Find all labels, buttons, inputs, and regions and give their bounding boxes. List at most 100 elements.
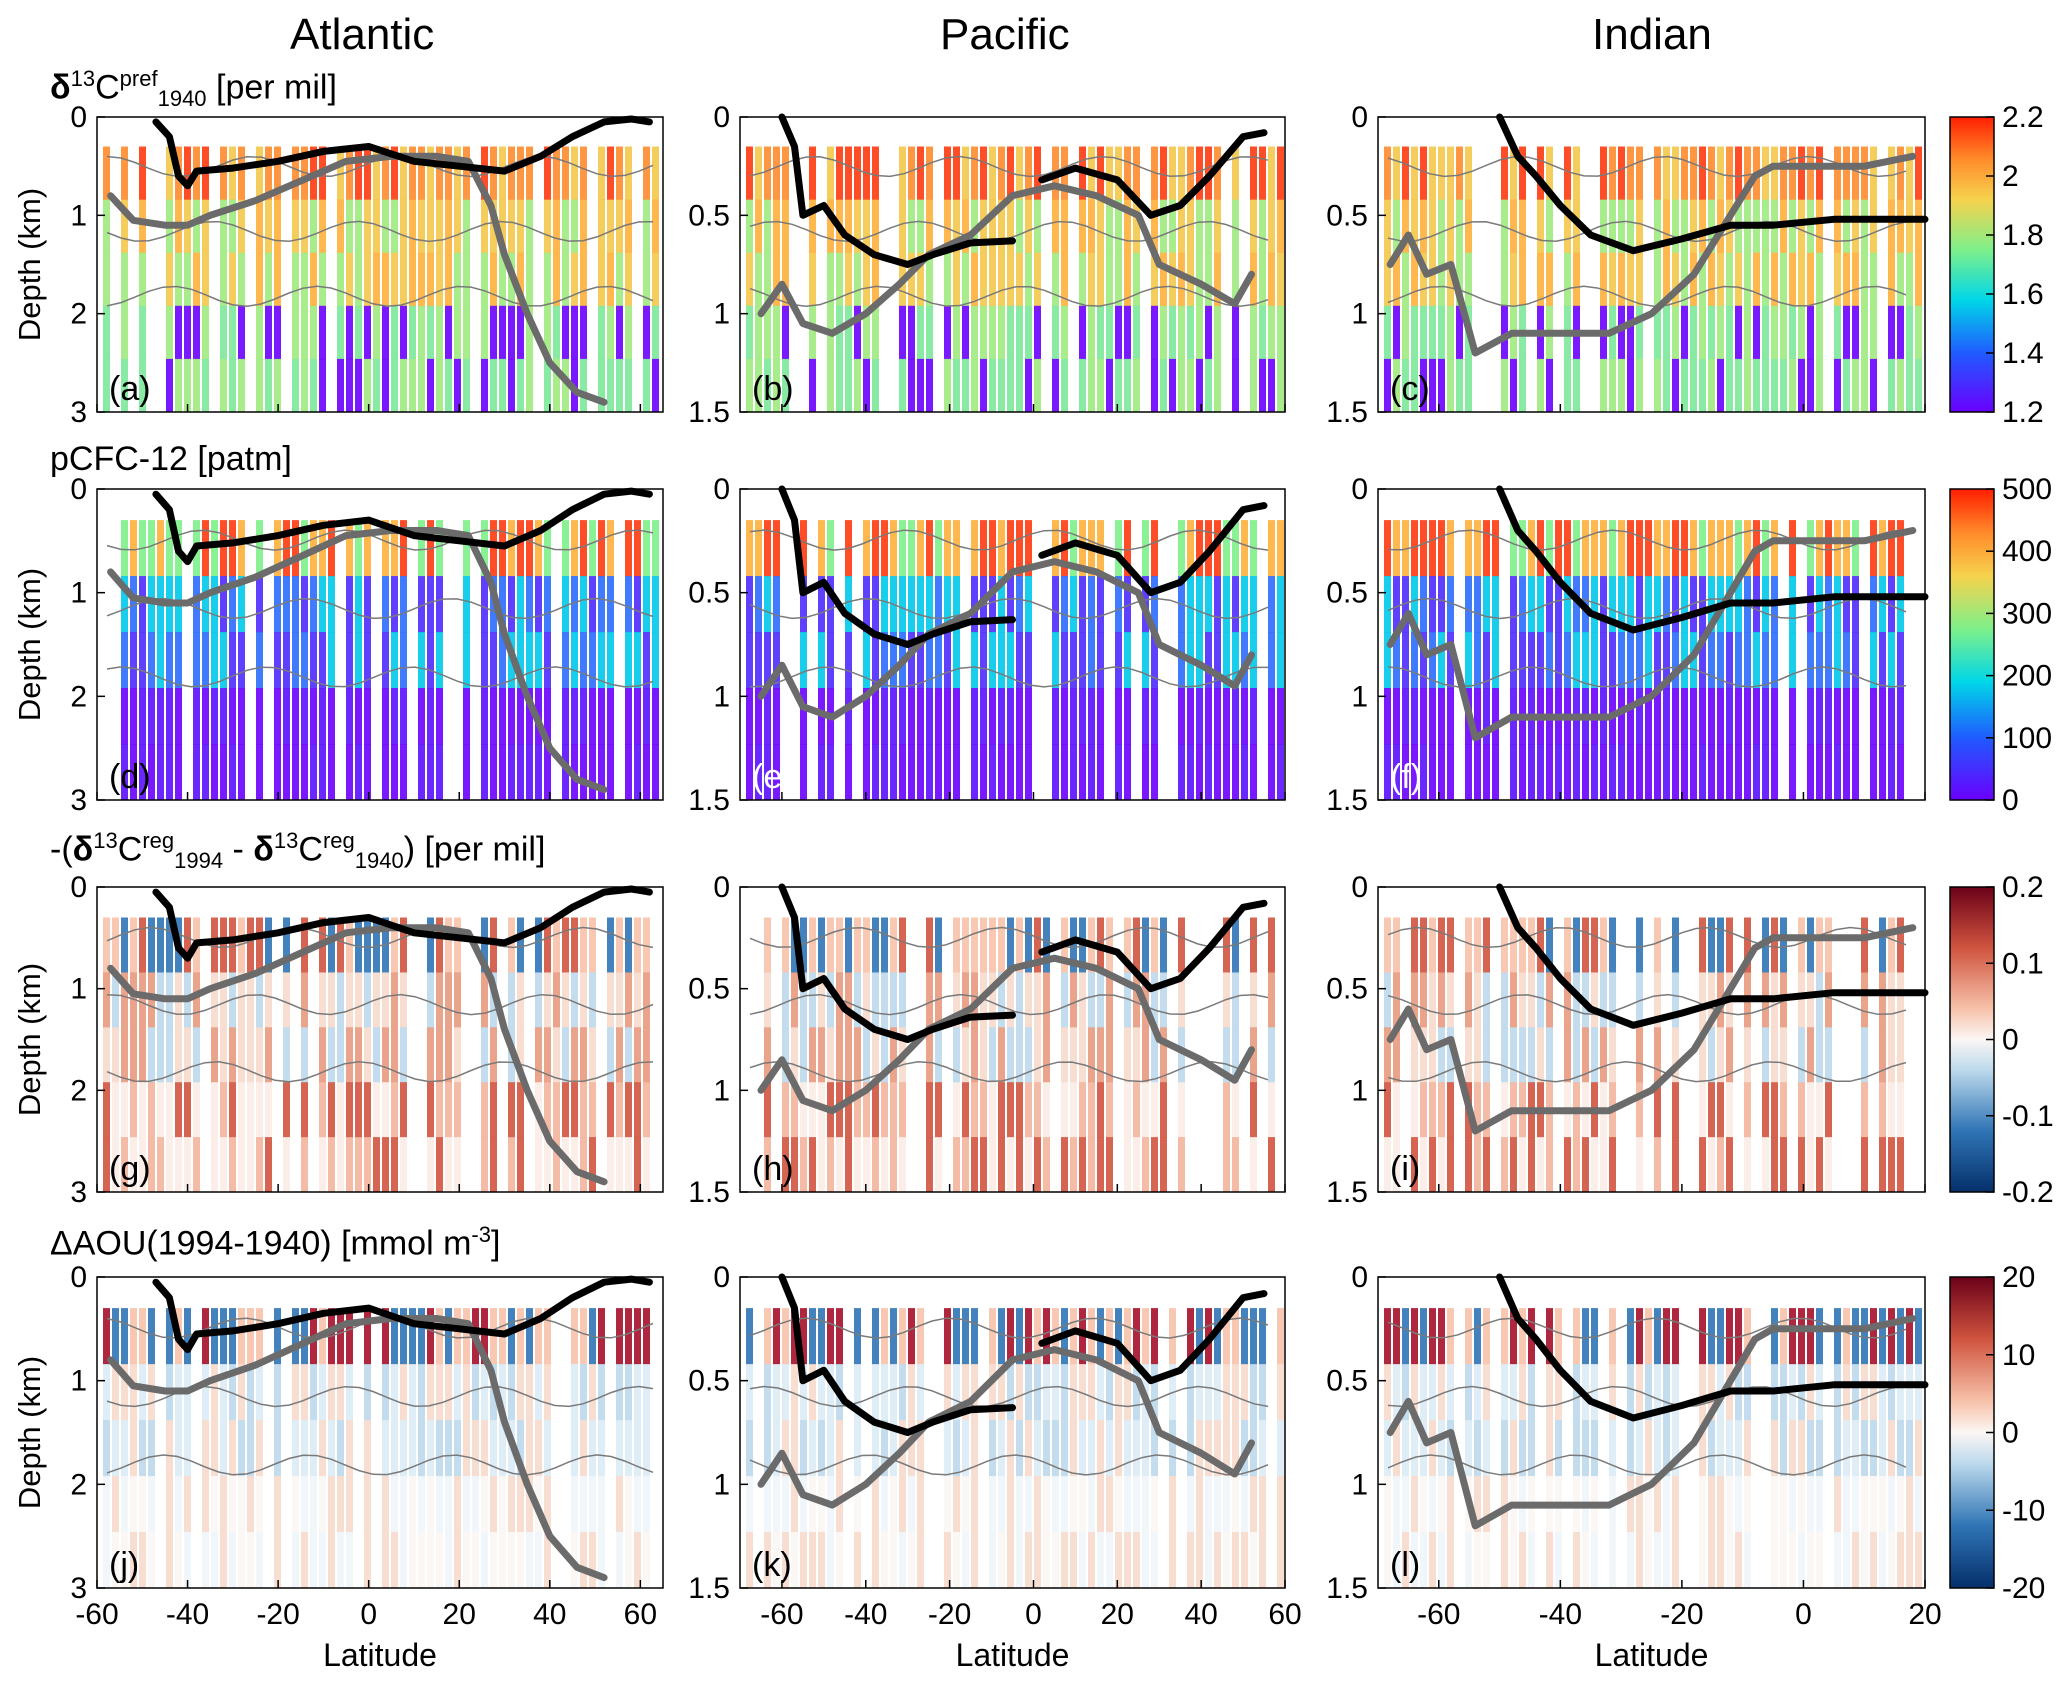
heatmap-cell <box>1187 1476 1194 1533</box>
heatmap-cell <box>1582 917 1589 973</box>
heatmap-cell <box>1510 744 1517 801</box>
heatmap-cell <box>1232 1476 1239 1533</box>
heatmap-cell <box>1879 972 1886 1028</box>
heatmap-cell <box>481 146 488 201</box>
heatmap-cell <box>773 199 780 254</box>
heatmap-cell <box>1897 576 1904 633</box>
heatmap-cell <box>517 252 524 307</box>
heatmap-cell <box>944 688 951 745</box>
heatmap-cell <box>184 1137 191 1193</box>
heatmap-cell <box>1879 688 1886 745</box>
heatmap-cell <box>1142 744 1149 801</box>
heatmap-cell <box>1483 1082 1490 1138</box>
heatmap-cell <box>1160 972 1167 1028</box>
heatmap-cell <box>1735 744 1742 801</box>
heatmap-cell <box>1798 972 1805 1028</box>
heatmap-cell <box>1259 1364 1266 1421</box>
heatmap-cell <box>899 1532 906 1589</box>
heatmap-cell <box>193 688 200 745</box>
heatmap-cell <box>1061 305 1068 360</box>
heatmap-cell <box>1393 1137 1400 1193</box>
heatmap-cell <box>256 1027 263 1083</box>
heatmap-cell <box>1654 252 1661 307</box>
heatmap-cell <box>481 1420 488 1477</box>
heatmap-cell <box>1546 1308 1553 1365</box>
heatmap-cell <box>1259 146 1266 201</box>
heatmap-cell <box>1465 917 1472 973</box>
heatmap-cell <box>1474 576 1481 633</box>
heatmap-cell <box>625 1082 632 1138</box>
heatmap-cell <box>1016 576 1023 633</box>
heatmap-cell <box>1807 520 1814 577</box>
heatmap-cell <box>193 199 200 254</box>
heatmap-cell <box>1061 688 1068 745</box>
heatmap-cell <box>436 199 443 254</box>
heatmap-cell <box>130 1027 137 1083</box>
heatmap-cell <box>1663 688 1670 745</box>
gray-depth-line <box>757 558 1255 721</box>
heatmap-cell <box>1753 632 1760 689</box>
heatmap-cell <box>499 199 506 254</box>
heatmap-cell <box>256 199 263 254</box>
heatmap-cell <box>962 199 969 254</box>
heatmap-cell <box>1007 199 1014 254</box>
heatmap-cell <box>1160 917 1167 973</box>
heatmap-cell <box>1546 199 1553 254</box>
heatmap-cell <box>1151 305 1158 360</box>
x-tick-label: 20 <box>1101 1598 1134 1631</box>
heatmap-cell <box>400 146 407 201</box>
heatmap-cell <box>1268 358 1275 413</box>
heatmap-cell <box>899 520 906 577</box>
heatmap-cell <box>1879 1420 1886 1477</box>
heatmap-cell <box>1106 917 1113 973</box>
heatmap-cell <box>809 1027 816 1083</box>
heatmap-cell <box>175 305 182 360</box>
heatmap-cell <box>782 1532 789 1589</box>
heatmap-cell <box>391 1082 398 1138</box>
heatmap-cell <box>899 358 906 413</box>
heatmap-cell <box>607 1137 614 1193</box>
y-tick-label: 3 <box>70 784 87 817</box>
heatmap-cell <box>1537 358 1544 413</box>
heatmap-cell <box>1717 1420 1724 1477</box>
heatmap-cell <box>827 1420 834 1477</box>
heatmap-cell <box>283 576 290 633</box>
heatmap-cell <box>1519 252 1526 307</box>
heatmap-cell <box>301 1027 308 1083</box>
heatmap-cell <box>175 744 182 801</box>
heatmap-cell <box>1780 1308 1787 1365</box>
heatmap-cell <box>1232 1137 1239 1193</box>
heatmap-cell <box>1259 199 1266 254</box>
heatmap-cell <box>1645 1308 1652 1365</box>
heatmap-cell <box>1834 1308 1841 1365</box>
heatmap-cell <box>238 199 245 254</box>
heatmap-cell <box>1232 1364 1239 1421</box>
heatmap-cell <box>1519 1420 1526 1477</box>
contour-line <box>749 1060 1269 1083</box>
heatmap-cell <box>544 1137 551 1193</box>
heatmap-cell <box>1771 1082 1778 1138</box>
heatmap-cell <box>1402 1364 1409 1421</box>
heatmap-cell <box>1043 917 1050 973</box>
heatmap-cell <box>1142 1532 1149 1589</box>
heatmap-cell <box>1510 972 1517 1028</box>
heatmap-cell <box>589 1137 596 1193</box>
heatmap-cell <box>1393 917 1400 973</box>
heatmap-cell <box>800 1082 807 1138</box>
heatmap-cell <box>1205 744 1212 801</box>
heatmap-cell <box>607 576 614 633</box>
heatmap-cell <box>1807 1082 1814 1138</box>
heatmap-cell <box>1600 576 1607 633</box>
heatmap-cell <box>764 1476 771 1533</box>
heatmap-cell <box>1259 305 1266 360</box>
heatmap-cell <box>391 146 398 201</box>
heatmap-cell <box>220 305 227 360</box>
heatmap-cell <box>1465 632 1472 689</box>
heatmap-cell <box>292 1476 299 1533</box>
heatmap-cell <box>1124 358 1131 413</box>
heatmap-cell <box>238 146 245 201</box>
x-tick-label: 0 <box>360 1598 377 1631</box>
heatmap-cell <box>1393 1420 1400 1477</box>
heatmap-cell <box>1564 1137 1571 1193</box>
heatmap-cell <box>391 1476 398 1533</box>
